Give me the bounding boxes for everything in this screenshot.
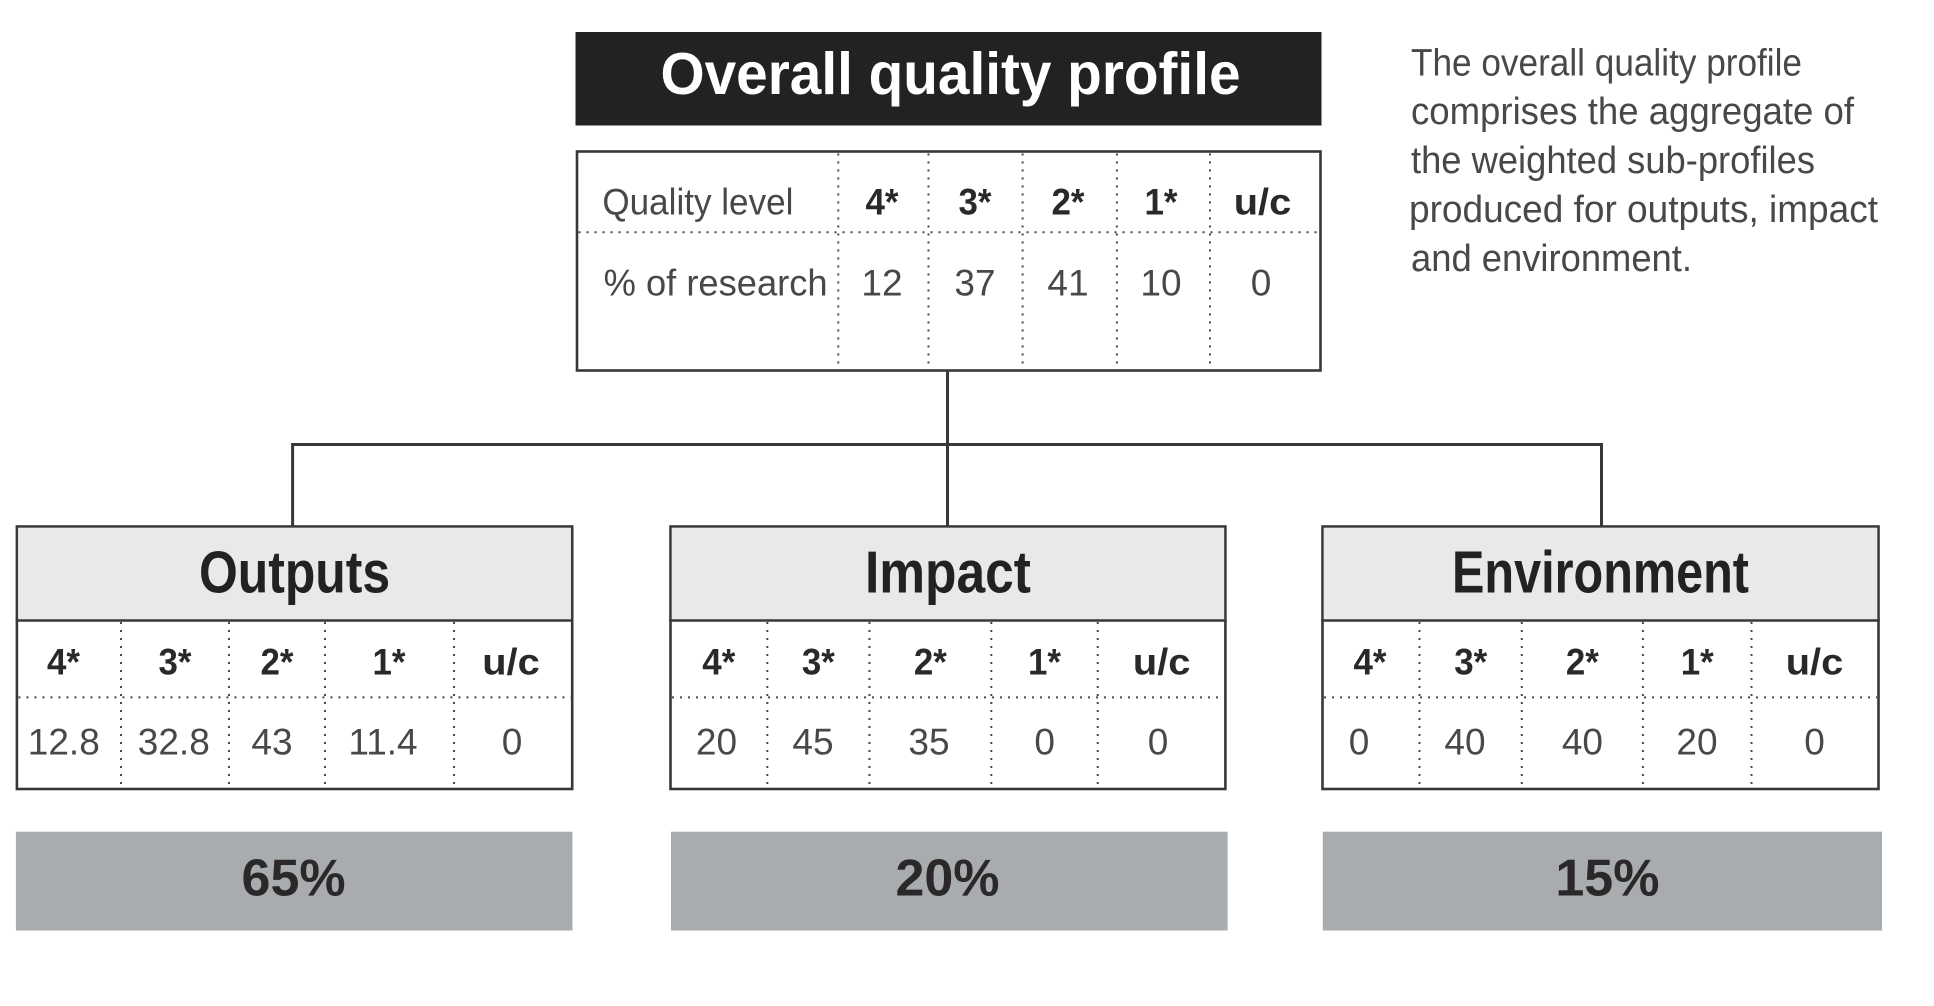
svg-text:2*: 2* (1052, 182, 1086, 223)
svg-text:the weighted sub-profiles: the weighted sub-profiles (1411, 139, 1815, 182)
svg-text:u/c: u/c (1786, 642, 1844, 683)
svg-text:1*: 1* (373, 642, 407, 683)
svg-text:20%: 20% (895, 850, 999, 908)
svg-text:1*: 1* (1028, 642, 1062, 683)
svg-text:The overall quality profile: The overall quality profile (1411, 41, 1802, 84)
svg-text:2*: 2* (1566, 642, 1600, 683)
svg-text:comprises the aggregate of: comprises the aggregate of (1411, 90, 1854, 133)
svg-text:40: 40 (1444, 721, 1485, 762)
svg-text:2*: 2* (261, 642, 295, 683)
svg-text:0: 0 (1034, 721, 1055, 762)
svg-text:20: 20 (1676, 721, 1717, 762)
svg-text:3*: 3* (959, 182, 993, 223)
svg-text:Overall quality profile: Overall quality profile (661, 41, 1241, 107)
svg-text:4*: 4* (47, 642, 81, 683)
svg-text:0: 0 (1251, 263, 1272, 304)
svg-text:and environment.: and environment. (1411, 237, 1692, 280)
svg-text:Quality level: Quality level (602, 182, 793, 223)
svg-text:20: 20 (696, 721, 737, 762)
svg-text:3*: 3* (1454, 642, 1488, 683)
svg-text:12: 12 (861, 263, 902, 304)
svg-text:0: 0 (1804, 721, 1825, 762)
svg-text:% of research: % of research (604, 263, 828, 304)
svg-text:15%: 15% (1555, 850, 1659, 908)
svg-text:u/c: u/c (482, 642, 540, 683)
svg-text:43: 43 (251, 721, 292, 762)
svg-text:0: 0 (502, 721, 523, 762)
svg-text:0: 0 (1148, 721, 1169, 762)
svg-text:4*: 4* (866, 182, 900, 223)
svg-text:45: 45 (792, 721, 833, 762)
svg-text:3*: 3* (159, 642, 193, 683)
svg-text:41: 41 (1047, 263, 1088, 304)
svg-text:0: 0 (1349, 721, 1370, 762)
svg-text:Outputs: Outputs (199, 540, 390, 606)
svg-text:u/c: u/c (1234, 182, 1292, 223)
svg-text:4*: 4* (1354, 642, 1388, 683)
svg-text:produced for outputs, impact: produced for outputs, impact (1409, 188, 1878, 231)
svg-text:1*: 1* (1681, 642, 1715, 683)
svg-text:1*: 1* (1145, 182, 1179, 223)
svg-text:37: 37 (954, 263, 995, 304)
svg-text:Environment: Environment (1452, 540, 1749, 606)
svg-text:40: 40 (1562, 721, 1603, 762)
svg-text:65%: 65% (242, 850, 346, 908)
svg-text:3*: 3* (802, 642, 836, 683)
svg-text:32.8: 32.8 (138, 721, 210, 762)
svg-text:u/c: u/c (1133, 642, 1191, 683)
svg-text:2*: 2* (914, 642, 948, 683)
svg-text:35: 35 (908, 721, 949, 762)
svg-text:Impact: Impact (865, 540, 1031, 606)
svg-text:11.4: 11.4 (348, 721, 417, 762)
svg-text:4*: 4* (702, 642, 736, 683)
svg-text:10: 10 (1140, 263, 1181, 304)
svg-text:12.8: 12.8 (28, 721, 100, 762)
